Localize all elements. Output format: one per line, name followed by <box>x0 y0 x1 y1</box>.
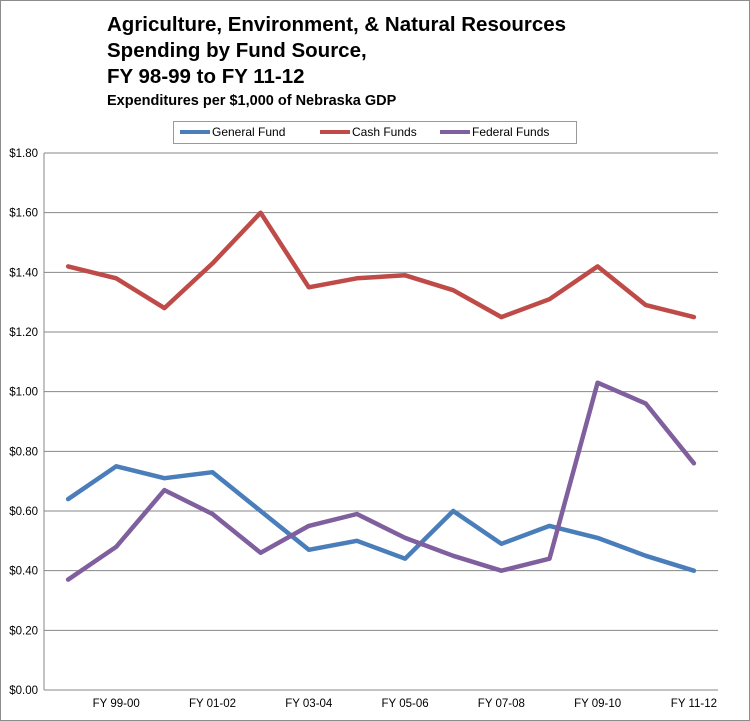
x-tick-label: FY 05-06 <box>382 698 429 710</box>
legend-swatch-federal-funds <box>440 129 470 134</box>
x-tick-label: FY 11-12 <box>671 698 717 710</box>
x-tick-label: FY 99-00 <box>93 698 140 710</box>
y-tick-label: $0.20 <box>9 625 38 637</box>
x-tick-label: FY 01-02 <box>189 698 236 710</box>
legend-label-federal-funds: Federal Funds <box>472 125 550 139</box>
y-tick-label: $1.80 <box>9 148 38 160</box>
legend-item-cash-funds: Cash Funds <box>320 124 417 140</box>
y-tick-label: $1.20 <box>9 327 38 339</box>
y-tick-label: $0.80 <box>9 446 38 458</box>
chart-title-line-1: Agriculture, Environment, & Natural Reso… <box>107 13 567 36</box>
y-tick-label: $1.60 <box>9 208 38 220</box>
y-tick-label: $0.60 <box>9 506 38 518</box>
x-tick-label: FY 07-08 <box>478 698 525 710</box>
legend-item-general-fund: General Fund <box>180 124 285 140</box>
series-line-general-fund <box>65 464 697 573</box>
chart-subtitle: Expenditures per $1,000 of Nebraska GDP <box>107 93 397 109</box>
x-tick-label: FY 09-10 <box>574 698 621 710</box>
chart-title-line-2: Spending by Fund Source, <box>107 39 367 62</box>
legend-item-federal-funds: Federal Funds <box>440 124 549 140</box>
x-tick-label: FY 03-04 <box>285 698 333 710</box>
y-tick-label: $1.40 <box>9 267 38 279</box>
y-tick-label: $0.40 <box>9 566 38 578</box>
y-tick-label: $1.00 <box>9 387 38 399</box>
legend-label-general-fund: General Fund <box>212 125 286 139</box>
series-line-cash-funds <box>65 210 697 320</box>
chart-title-line-3: FY 98-99 to FY 11-12 <box>107 65 305 88</box>
y-tick-label: $0.00 <box>9 685 38 697</box>
chart-legend: General Fund Cash Funds Federal Funds <box>173 121 577 144</box>
series-line-federal-funds <box>65 380 697 582</box>
legend-swatch-cash-funds <box>320 129 350 134</box>
legend-swatch-general-fund <box>180 129 210 134</box>
legend-label-cash-funds: Cash Funds <box>352 125 417 139</box>
